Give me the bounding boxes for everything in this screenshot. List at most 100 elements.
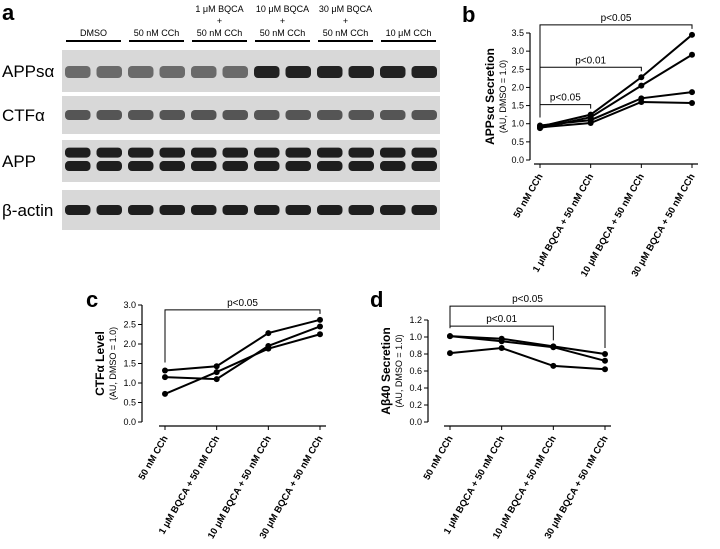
- blot-band: [96, 161, 122, 172]
- panel-label: d: [370, 287, 383, 312]
- significance-label: p<0.05: [512, 294, 543, 305]
- series-line: [539, 53, 693, 130]
- data-point: [602, 357, 608, 364]
- significance-bracket: [449, 305, 606, 348]
- y-tick-label: 3.5: [511, 28, 524, 38]
- y-tick-label: 3.0: [123, 300, 136, 310]
- y-tick-label: 0.0: [409, 417, 422, 427]
- lane-label: 1 μM BQCA: [195, 4, 243, 14]
- blot-strip: [62, 140, 440, 182]
- blot-band: [65, 205, 91, 215]
- y-tick-label: 0.0: [511, 155, 524, 165]
- data-point: [602, 351, 608, 357]
- blot-band: [411, 205, 437, 215]
- row-label: CTFα: [2, 106, 45, 125]
- y-tick-label: 1.2: [409, 315, 422, 325]
- lane-label: 50 nM CCh: [323, 28, 369, 38]
- row-label: APPsα: [2, 62, 55, 81]
- blot-strip: [62, 50, 440, 92]
- lane-label: +: [343, 16, 348, 26]
- data-point: [537, 124, 543, 131]
- blot-band: [254, 110, 280, 120]
- y-tick-label: 2.0: [123, 339, 136, 349]
- blot-band: [191, 66, 217, 78]
- series-line: [164, 333, 321, 395]
- series-line: [539, 91, 693, 127]
- blot-band: [411, 147, 437, 158]
- blot-band: [222, 205, 248, 215]
- significance-label: p<0.05: [227, 298, 258, 309]
- significance-bracket: [164, 309, 321, 363]
- blot-band: [159, 110, 185, 120]
- blot-band: [285, 161, 311, 172]
- blot-band: [317, 161, 343, 172]
- lane-label: 10 μM CCh: [386, 28, 432, 38]
- data-point: [265, 345, 272, 352]
- blot-band: [65, 161, 91, 172]
- y-axis-label: Aβ40 Secretion: [379, 327, 393, 414]
- blot-band: [222, 110, 248, 120]
- blot-band: [96, 66, 122, 78]
- blot-band: [411, 110, 437, 120]
- blot-band: [317, 110, 343, 120]
- y-tick-label: 3.0: [511, 46, 524, 56]
- blot-band: [254, 161, 280, 172]
- y-tick-label: 0.5: [511, 137, 524, 147]
- data-point: [689, 31, 695, 38]
- blot-strip: [62, 96, 440, 134]
- blot-band: [159, 205, 185, 215]
- y-tick-label: 1.0: [409, 332, 422, 342]
- y-tick-label: 2.0: [511, 82, 524, 92]
- blot-band: [317, 66, 343, 78]
- y-tick-label: 0.2: [409, 400, 422, 410]
- data-point: [213, 376, 220, 383]
- blot-band: [380, 205, 406, 215]
- blot-band: [285, 147, 311, 158]
- significance-label: p<0.05: [550, 93, 581, 104]
- blot-band: [348, 147, 374, 158]
- panel-label: b: [462, 2, 475, 27]
- lane-label: +: [217, 16, 222, 26]
- blot-band: [348, 161, 374, 172]
- blot-band: [191, 161, 217, 172]
- x-tick-label: 1 μM BQCA + 50 nM CCh: [442, 434, 508, 537]
- data-point: [498, 345, 505, 352]
- blot-band: [380, 161, 406, 172]
- data-point: [689, 51, 695, 58]
- y-tick-label: 0.0: [123, 417, 136, 427]
- blot-band: [159, 66, 185, 78]
- significance-label: p<0.01: [486, 314, 517, 325]
- blot-band: [128, 205, 154, 215]
- panel-label: a: [2, 0, 15, 25]
- lane-label: 50 nM CCh: [134, 28, 180, 38]
- blot-band: [191, 110, 217, 120]
- blot-band: [254, 205, 280, 215]
- blot-band: [380, 147, 406, 158]
- lane-label: 50 nM CCh: [260, 28, 306, 38]
- series-line: [449, 335, 606, 362]
- y-axis-label: APPsα Secretion: [483, 48, 497, 145]
- data-point: [162, 367, 168, 374]
- x-tick-label: 1 μM BQCA + 50 nM CCh: [157, 434, 223, 537]
- data-point: [447, 333, 453, 340]
- blot-band: [65, 147, 91, 158]
- x-tick-label: 50 nM CCh: [137, 434, 171, 482]
- lane-label: 10 μM BQCA: [256, 4, 309, 14]
- y-tick-label: 1.5: [123, 359, 136, 369]
- blot-band: [285, 205, 311, 215]
- blot-band: [254, 147, 280, 158]
- blot-band: [96, 205, 122, 215]
- significance-label: p<0.01: [575, 55, 606, 66]
- data-point: [213, 363, 220, 370]
- blot-band: [285, 66, 311, 78]
- significance-bracket: [539, 24, 693, 118]
- panel-label: c: [86, 287, 98, 312]
- blot-band: [191, 147, 217, 158]
- data-point: [213, 369, 220, 376]
- data-point: [550, 362, 557, 369]
- blot-band: [285, 110, 311, 120]
- row-label: β-actin: [2, 201, 53, 220]
- y-tick-label: 2.5: [123, 320, 136, 330]
- blot-band: [411, 161, 437, 172]
